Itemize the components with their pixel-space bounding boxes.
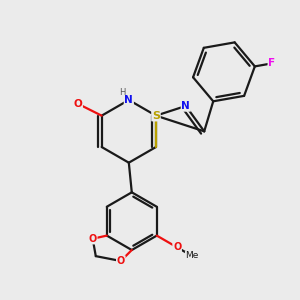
Text: O: O xyxy=(173,242,181,252)
Text: Me: Me xyxy=(185,251,199,260)
Text: N: N xyxy=(124,95,133,105)
Text: O: O xyxy=(74,99,82,109)
Text: F: F xyxy=(268,58,275,68)
Text: O: O xyxy=(88,234,97,244)
Text: S: S xyxy=(152,111,160,121)
Text: O: O xyxy=(117,256,125,266)
Text: H: H xyxy=(119,88,125,97)
Text: N: N xyxy=(182,101,190,111)
